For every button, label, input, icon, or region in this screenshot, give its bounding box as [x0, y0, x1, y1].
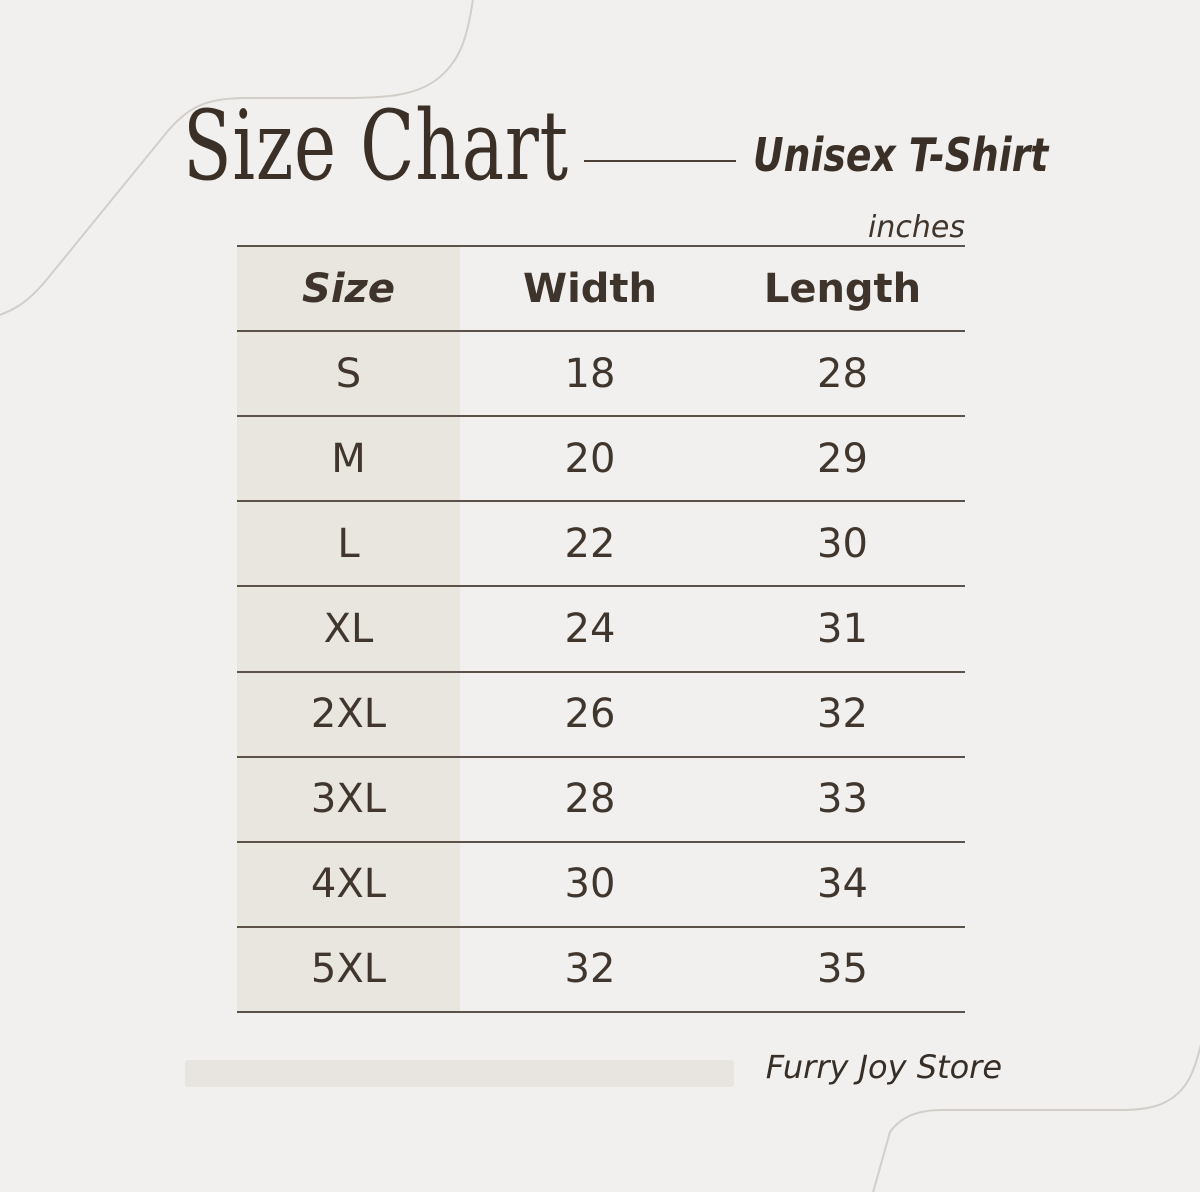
page-title: Size Chart	[183, 90, 569, 202]
column-header-width: Width	[522, 265, 658, 312]
size-cell: S	[237, 332, 460, 416]
table-row: 2XL 26 32	[237, 670, 965, 756]
table-row: M 20 29	[237, 415, 965, 501]
size-cell: 4XL	[237, 842, 460, 926]
footer-accent-bar	[185, 1060, 734, 1087]
table-row: 4XL 30 34	[237, 840, 965, 926]
table-header-row: Size Width Length	[237, 245, 965, 331]
length-cell: 33	[817, 776, 868, 823]
table-row: L 22 30	[237, 500, 965, 586]
column-header-length: Length	[763, 265, 922, 312]
length-cell: 31	[817, 605, 868, 652]
table-row: S 18 28	[237, 330, 965, 416]
size-cell: 5XL	[237, 927, 460, 1011]
length-cell: 30	[817, 520, 868, 567]
width-cell: 18	[564, 350, 616, 397]
column-header-size: Size	[237, 247, 460, 331]
size-cell: M	[237, 417, 460, 501]
length-cell: 29	[817, 435, 868, 482]
width-cell: 28	[564, 776, 616, 823]
size-cell: 2XL	[237, 672, 460, 756]
length-cell: 35	[817, 946, 868, 993]
length-cell: 34	[817, 861, 868, 908]
length-cell: 28	[817, 350, 868, 397]
length-cell: 32	[817, 691, 868, 738]
table-row: XL 24 31	[237, 585, 965, 671]
table-row: 3XL 28 33	[237, 755, 965, 841]
width-cell: 24	[564, 605, 616, 652]
width-cell: 26	[564, 691, 616, 738]
width-cell: 32	[564, 946, 616, 993]
size-cell: 3XL	[237, 757, 460, 841]
store-name: Furry Joy Store	[765, 1048, 1002, 1086]
table-row: 5XL 32 35	[237, 925, 965, 1011]
width-cell: 30	[564, 861, 616, 908]
width-cell: 20	[564, 435, 616, 482]
size-cell: L	[237, 502, 460, 586]
units-label: inches	[868, 210, 965, 245]
width-cell: 22	[564, 520, 616, 567]
size-table: Size Width Length S 18 28 M 20 29 L 22 3…	[237, 245, 965, 1013]
product-subtitle: Unisex T-Shirt	[753, 128, 1049, 182]
title-divider-line	[584, 160, 736, 162]
size-cell: XL	[237, 587, 460, 671]
